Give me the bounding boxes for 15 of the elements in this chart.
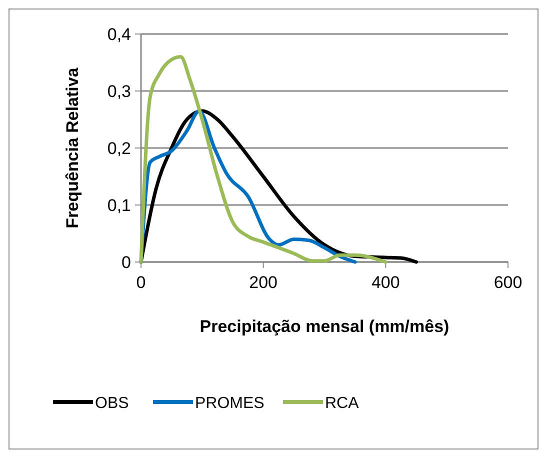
- y-tick-label: 0,2: [107, 139, 131, 158]
- y-tick-label: 0,1: [107, 196, 131, 215]
- legend-label: OBS: [95, 395, 129, 412]
- x-tick-label: 200: [249, 273, 278, 292]
- y-tick-label: 0,3: [107, 82, 131, 101]
- y-tick-label: 0,4: [107, 25, 131, 44]
- y-tick-label: 0: [122, 253, 131, 272]
- line-series: [139, 55, 388, 264]
- x-tick-label: 600: [494, 273, 522, 292]
- x-axis-title: Precipitação mensal (mm/mês): [200, 317, 450, 336]
- legend-label: PROMES: [195, 395, 264, 412]
- x-tick-label: 0: [136, 273, 146, 292]
- x-tick-label: 400: [371, 273, 400, 292]
- legend-label: RCA: [325, 395, 360, 412]
- y-axis-title: Frequência Relativa: [63, 67, 82, 228]
